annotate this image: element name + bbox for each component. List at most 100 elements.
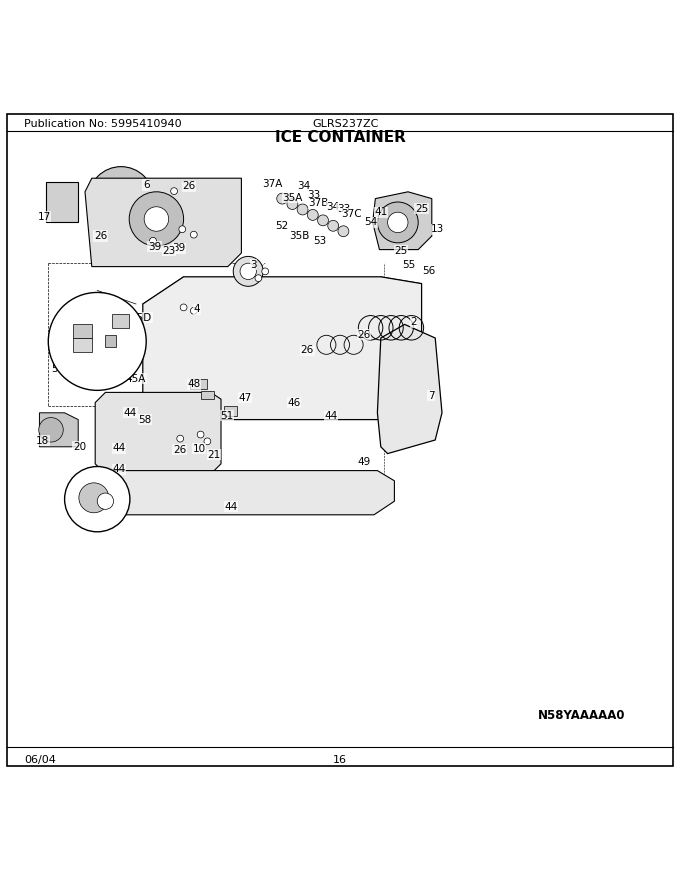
Text: 06/04: 06/04 <box>24 754 56 765</box>
Text: 4: 4 <box>194 304 201 314</box>
Text: 37B: 37B <box>308 198 328 209</box>
Text: 49: 49 <box>357 457 371 466</box>
Polygon shape <box>85 178 241 267</box>
Text: 34: 34 <box>297 181 311 191</box>
Text: 41: 41 <box>374 207 388 217</box>
Text: 13: 13 <box>431 224 445 234</box>
Text: 18: 18 <box>36 436 50 445</box>
Text: 26: 26 <box>357 330 371 340</box>
Text: 44: 44 <box>112 444 126 453</box>
Circle shape <box>297 204 308 215</box>
Text: 46: 46 <box>287 398 301 407</box>
Polygon shape <box>143 277 422 420</box>
Text: 51: 51 <box>220 410 234 421</box>
Text: 45C: 45C <box>58 323 79 333</box>
Circle shape <box>262 268 269 275</box>
Polygon shape <box>88 471 394 515</box>
Circle shape <box>287 199 298 209</box>
Text: 15: 15 <box>68 500 82 510</box>
Text: 39: 39 <box>148 242 161 252</box>
Text: 48: 48 <box>187 379 201 389</box>
Text: 58: 58 <box>138 414 152 424</box>
Text: 7: 7 <box>428 391 435 400</box>
Circle shape <box>277 193 288 204</box>
Polygon shape <box>73 325 92 338</box>
Text: 47: 47 <box>238 392 252 403</box>
Circle shape <box>104 182 138 216</box>
Circle shape <box>88 166 154 232</box>
Circle shape <box>39 417 63 442</box>
Polygon shape <box>112 314 129 327</box>
Text: 37C: 37C <box>341 209 362 218</box>
Polygon shape <box>373 192 432 250</box>
Text: 35B: 35B <box>289 231 309 241</box>
Circle shape <box>144 207 169 231</box>
Text: 25: 25 <box>415 204 428 214</box>
Text: 35A: 35A <box>282 193 303 203</box>
Circle shape <box>388 212 408 232</box>
Circle shape <box>377 202 418 243</box>
Circle shape <box>190 307 197 314</box>
Text: 44: 44 <box>224 502 238 511</box>
Text: 54: 54 <box>364 217 377 227</box>
Text: 45B: 45B <box>122 334 143 344</box>
Text: 26: 26 <box>94 231 107 241</box>
Text: 44: 44 <box>324 411 338 422</box>
Circle shape <box>65 466 130 532</box>
Circle shape <box>318 215 328 226</box>
Text: GLRS237ZC: GLRS237ZC <box>313 119 379 128</box>
Circle shape <box>179 226 186 232</box>
Text: 50: 50 <box>51 364 65 374</box>
Text: 26: 26 <box>182 181 196 191</box>
Circle shape <box>233 256 263 286</box>
Polygon shape <box>73 338 92 352</box>
Circle shape <box>79 483 109 513</box>
Text: 56: 56 <box>422 267 435 276</box>
Text: 3: 3 <box>250 260 257 269</box>
Circle shape <box>171 187 177 194</box>
Polygon shape <box>46 181 78 223</box>
Text: 33: 33 <box>337 204 350 214</box>
Text: 16: 16 <box>333 754 347 765</box>
Circle shape <box>255 275 262 282</box>
Text: 20: 20 <box>73 442 86 451</box>
Text: 21: 21 <box>207 450 221 460</box>
Polygon shape <box>224 406 237 415</box>
Text: 45A: 45A <box>126 374 146 384</box>
Text: Publication No: 5995410940: Publication No: 5995410940 <box>24 119 182 128</box>
Polygon shape <box>377 325 442 453</box>
Circle shape <box>48 292 146 391</box>
Circle shape <box>204 438 211 444</box>
Circle shape <box>338 226 349 237</box>
Circle shape <box>129 192 184 246</box>
Polygon shape <box>39 413 78 447</box>
Circle shape <box>190 231 197 238</box>
Polygon shape <box>190 378 207 389</box>
Text: 45: 45 <box>63 309 76 319</box>
Circle shape <box>197 431 204 438</box>
Text: ICE CONTAINER: ICE CONTAINER <box>275 130 405 145</box>
Polygon shape <box>201 391 214 400</box>
Text: 33: 33 <box>307 190 321 200</box>
Text: 26: 26 <box>301 345 314 356</box>
Text: 44: 44 <box>107 498 121 509</box>
Text: 34: 34 <box>326 202 340 212</box>
Text: 55: 55 <box>402 260 415 269</box>
Text: 39: 39 <box>172 243 186 253</box>
Text: 52: 52 <box>275 221 288 231</box>
Text: 37A: 37A <box>262 179 282 188</box>
Text: 17: 17 <box>37 212 51 222</box>
Text: 44: 44 <box>124 407 137 418</box>
Text: 45D: 45D <box>131 312 152 323</box>
Circle shape <box>150 238 156 244</box>
Circle shape <box>307 209 318 220</box>
Text: 26: 26 <box>173 444 186 454</box>
Polygon shape <box>95 392 221 474</box>
Circle shape <box>240 263 256 280</box>
Text: 25: 25 <box>394 246 408 256</box>
FancyBboxPatch shape <box>7 114 673 766</box>
Text: 16: 16 <box>107 486 121 496</box>
Polygon shape <box>105 334 116 347</box>
Text: 10: 10 <box>192 444 206 454</box>
Circle shape <box>97 493 114 510</box>
